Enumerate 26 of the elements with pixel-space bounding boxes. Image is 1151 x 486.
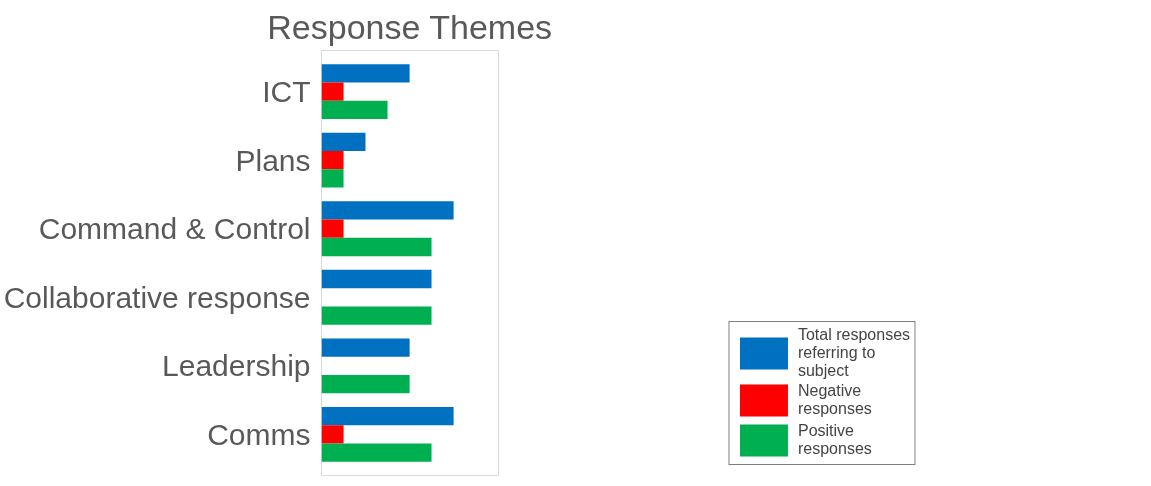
bar <box>321 425 344 444</box>
bar <box>321 100 388 120</box>
y-tick-label: ICT <box>262 75 311 109</box>
bar <box>321 169 344 188</box>
legend-label: Positive responses <box>797 422 872 458</box>
bar <box>321 64 410 83</box>
bar <box>321 269 432 289</box>
y-tick-label: Collaborative response <box>3 280 311 314</box>
bar <box>321 82 344 101</box>
bar <box>321 374 410 394</box>
bar <box>321 132 366 152</box>
bar <box>321 201 454 220</box>
y-tick-label: Comms <box>207 417 311 451</box>
legend-label: Total responses referring to subject <box>797 326 911 380</box>
legend-label: Negative responses <box>797 382 872 418</box>
chart-title: Response Themes <box>267 7 553 46</box>
y-tick-label: Plans <box>235 143 311 177</box>
bar <box>321 306 432 325</box>
bar <box>321 151 344 170</box>
bar <box>321 406 454 426</box>
bar <box>321 219 344 238</box>
y-tick-label: Leadership <box>162 349 311 383</box>
y-tick-label: Command & Control <box>38 212 311 246</box>
bar <box>321 237 432 257</box>
bar <box>321 338 410 357</box>
bar <box>321 443 432 462</box>
